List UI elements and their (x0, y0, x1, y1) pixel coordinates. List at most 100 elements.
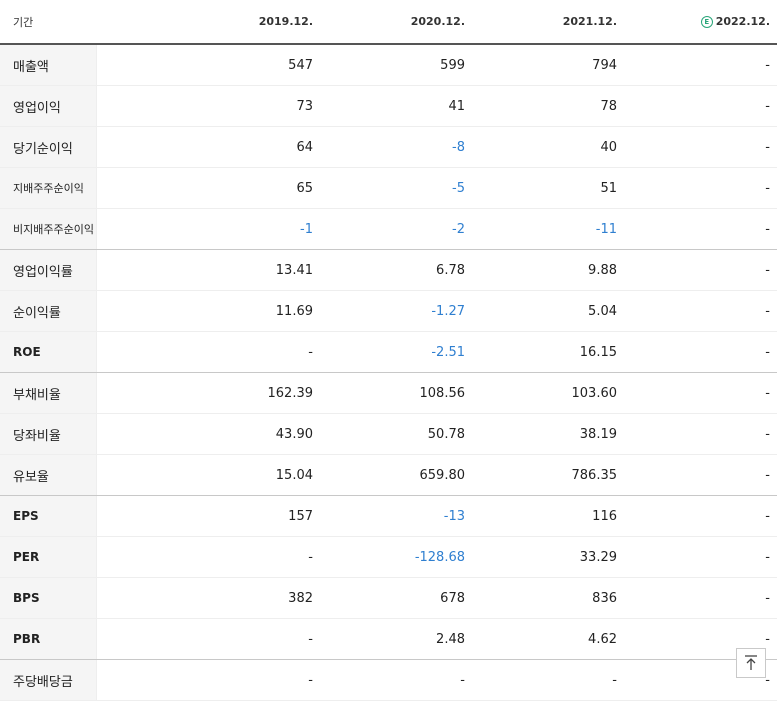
table-cell: - (624, 372, 777, 414)
table-cell: 4.62 (472, 618, 624, 660)
table-cell: 659.80 (320, 454, 472, 496)
table-cell: 78 (472, 85, 624, 127)
table-cell: 43.90 (96, 413, 320, 455)
row-label: 부채비율 (0, 372, 97, 414)
table-cell: - (624, 126, 777, 168)
row-label: EPS (0, 495, 97, 537)
table-cell: - (624, 85, 777, 127)
table-cell: - (96, 659, 320, 701)
table-cell: -5 (320, 167, 472, 209)
table-row: 유보율 15.04 659.80 786.35- (0, 454, 777, 496)
row-label: 매출액 (0, 44, 97, 86)
row-label: PER (0, 536, 97, 578)
table-row: 비지배주주순이익 -1 -2 -11- (0, 208, 777, 250)
table-cell: -128.68 (320, 536, 472, 578)
table-cell: 382 (96, 577, 320, 619)
table-cell: -1 (96, 208, 320, 250)
table-cell: -8 (320, 126, 472, 168)
estimate-e-icon: E (700, 16, 713, 28)
table-header-row: 기간 2019.12. 2020.12. 2021.12. E 2022.12. (0, 0, 777, 45)
row-label: 영업이익률 (0, 249, 97, 291)
table-cell: -13 (320, 495, 472, 537)
table-row: BPS 382 678 836- (0, 577, 777, 619)
table-row: PBR -2.48 4.62- (0, 618, 777, 660)
table-cell: 16.15 (472, 331, 624, 373)
table-cell: - (624, 454, 777, 496)
table-cell: 116 (472, 495, 624, 537)
table-cell: 33.29 (472, 536, 624, 578)
table-cell: 50.78 (320, 413, 472, 455)
table-cell: - (472, 659, 624, 701)
table-row: PER - -128.68 33.29- (0, 536, 777, 578)
table-cell: 794 (472, 44, 624, 86)
row-label: ROE (0, 331, 97, 373)
table-cell: 6.78 (320, 249, 472, 291)
table-cell: 40 (472, 126, 624, 168)
table-cell: 786.35 (472, 454, 624, 496)
table-cell: - (96, 618, 320, 660)
table-row: 지배주주순이익 65 -5 51- (0, 167, 777, 209)
table-cell: 13.41 (96, 249, 320, 291)
period-header-label: 기간 (0, 0, 96, 45)
table-row: EPS 157 -13 116- (0, 495, 777, 537)
table-row: 주당배당금 - - - - (0, 659, 777, 701)
table-cell: - (624, 413, 777, 455)
row-label: 순이익률 (0, 290, 97, 332)
table-cell: 41 (320, 85, 472, 127)
period-header: 2019.12. (96, 0, 320, 45)
table-row: 매출액 547 599 794- (0, 44, 777, 86)
table-cell: 678 (320, 577, 472, 619)
table-cell: - (624, 331, 777, 373)
table-cell: 157 (96, 495, 320, 537)
table-row: 부채비율 162.39 108.56 103.60- (0, 372, 777, 414)
table-cell: -1.27 (320, 290, 472, 332)
table-cell: - (624, 290, 777, 332)
table-cell: 103.60 (472, 372, 624, 414)
table-cell: 51 (472, 167, 624, 209)
table-cell: - (624, 495, 777, 537)
arrow-up-icon (745, 655, 757, 670)
table-cell: 547 (96, 44, 320, 86)
table-cell: 836 (472, 577, 624, 619)
table-cell: - (96, 331, 320, 373)
table-cell: 599 (320, 44, 472, 86)
row-label: 지배주주순이익 (0, 167, 97, 209)
row-label: 유보율 (0, 454, 97, 496)
table-cell: -2.51 (320, 331, 472, 373)
period-header: 2021.12. (472, 0, 624, 45)
table-row: 당좌비율 43.90 50.78 38.19- (0, 413, 777, 455)
table-row: ROE - -2.51 16.15- (0, 331, 777, 373)
table-cell: 5.04 (472, 290, 624, 332)
table-cell: 11.69 (96, 290, 320, 332)
table-cell: -2 (320, 208, 472, 250)
table-cell: - (624, 44, 777, 86)
table-cell: - (96, 536, 320, 578)
row-label: 당좌비율 (0, 413, 97, 455)
period-header: 2020.12. (320, 0, 472, 45)
row-label: 영업이익 (0, 85, 97, 127)
table-cell: 162.39 (96, 372, 320, 414)
table-cell: 65 (96, 167, 320, 209)
table-row: 당기순이익 64 -8 40- (0, 126, 777, 168)
table-cell: - (624, 577, 777, 619)
table-cell: 15.04 (96, 454, 320, 496)
table-cell: - (624, 208, 777, 250)
table-cell: 38.19 (472, 413, 624, 455)
table-row: 영업이익률 13.41 6.78 9.88- (0, 249, 777, 291)
table-row: 영업이익 73 41 78- (0, 85, 777, 127)
row-label: 비지배주주순이익 (0, 208, 97, 250)
table-row: 순이익률 11.69 -1.27 5.04- (0, 290, 777, 332)
period-header-label-estimate: 2022.12. (715, 15, 770, 28)
row-label: 당기순이익 (0, 126, 97, 168)
row-label: 주당배당금 (0, 659, 97, 701)
scroll-top-button[interactable] (736, 648, 766, 678)
table-cell: 64 (96, 126, 320, 168)
table-cell: - (320, 659, 472, 701)
table-cell: 108.56 (320, 372, 472, 414)
period-header-estimate: E 2022.12. (624, 0, 777, 45)
table-cell: 9.88 (472, 249, 624, 291)
row-label: PBR (0, 618, 97, 660)
table-cell: - (624, 536, 777, 578)
table-cell: -11 (472, 208, 624, 250)
